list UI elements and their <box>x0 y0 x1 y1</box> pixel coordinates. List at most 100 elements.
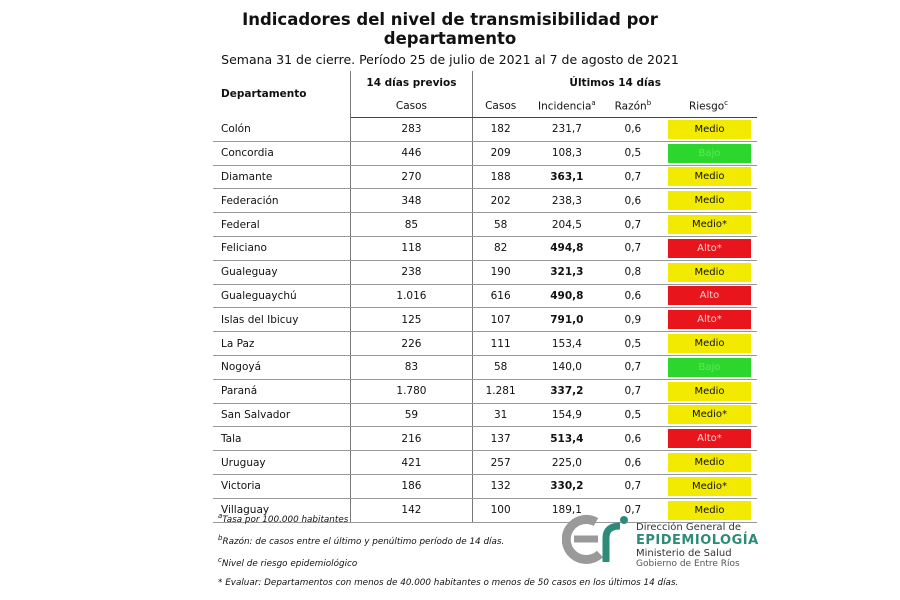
table-row: Islas del Ibicuy 125 107 791,0 0,9 Alto* <box>213 307 757 333</box>
riesgo-cell: Alto <box>659 284 757 309</box>
department-cell: Villaguay <box>213 498 351 523</box>
department-cell: Diamante <box>213 165 351 190</box>
casos-cell: 58 <box>472 212 528 237</box>
casos-cell: 188 <box>472 165 528 190</box>
razon-cell: 0,5 <box>605 141 660 166</box>
casos-cell: 182 <box>472 117 528 142</box>
incidencia-cell: 490,8 <box>527 284 606 309</box>
razon-cell: 0,7 <box>605 498 660 523</box>
footnote-a: aTasa por 100.000 habitantes <box>218 512 349 525</box>
casos-cell: 31 <box>472 403 528 428</box>
epidemiologia-logo: Dirección General de EPIDEMIOLOGÍA Minis… <box>562 512 777 569</box>
department-cell: Paraná <box>213 379 351 404</box>
incidencia-cell: 363,1 <box>527 165 606 190</box>
table-row: San Salvador 59 31 154,9 0,5 Medio* <box>213 403 757 428</box>
table-row: Uruguay 421 257 225,0 0,6 Medio <box>213 450 757 475</box>
casos-previos-cell: 59 <box>350 403 474 428</box>
casos-cell: 132 <box>472 474 528 499</box>
riesgo-cell: Medio <box>659 117 757 142</box>
risk-badge: Medio* <box>667 476 751 496</box>
riesgo-cell: Medio <box>659 260 757 285</box>
incidencia-cell: 154,9 <box>527 403 606 428</box>
department-cell: Islas del Ibicuy <box>213 307 351 333</box>
casos-cell: 100 <box>472 498 528 523</box>
risk-badge: Bajo <box>667 143 751 163</box>
casos-previos-cell: 283 <box>350 117 474 142</box>
table-row: Nogoyá 83 58 140,0 0,7 Bajo <box>213 355 757 380</box>
header-razon: Razónb <box>605 94 660 118</box>
razon-cell: 0,6 <box>605 117 660 142</box>
casos-previos-cell: 83 <box>350 355 474 380</box>
table-row: Villaguay 142 100 189,1 0,7 Medio <box>213 498 757 523</box>
riesgo-cell: Medio <box>659 450 757 475</box>
transmissibility-table: Departamento 14 días previos Últimos 14 … <box>213 71 757 523</box>
incidencia-cell: 225,0 <box>527 450 606 475</box>
department-cell: Victoria <box>213 474 351 499</box>
page-title: Indicadores del nivel de transmisibilida… <box>0 10 900 48</box>
table-row: Feliciano 118 82 494,8 0,7 Alto* <box>213 236 757 261</box>
risk-badge: Alto* <box>667 429 751 449</box>
casos-cell: 111 <box>472 331 528 356</box>
razon-cell: 0,7 <box>605 212 660 237</box>
casos-previos-cell: 118 <box>350 236 474 261</box>
page-subtitle: Semana 31 de cierre. Período 25 de julio… <box>221 52 679 67</box>
incidencia-cell: 231,7 <box>527 117 606 142</box>
header-departamento: Departamento <box>213 71 351 118</box>
table-row: Paraná 1.780 1.281 337,2 0,7 Medio <box>213 379 757 404</box>
department-cell: Uruguay <box>213 450 351 475</box>
risk-badge: Medio* <box>667 215 751 235</box>
razon-cell: 0,7 <box>605 165 660 190</box>
risk-badge: Bajo <box>667 357 751 377</box>
razon-cell: 0,6 <box>605 450 660 475</box>
table-row: Colón 283 182 231,7 0,6 Medio <box>213 117 757 142</box>
casos-cell: 58 <box>472 355 528 380</box>
department-cell: Colón <box>213 117 351 142</box>
casos-previos-cell: 186 <box>350 474 474 499</box>
incidencia-cell: 140,0 <box>527 355 606 380</box>
razon-cell: 0,5 <box>605 403 660 428</box>
logo-line-1: Dirección General de <box>636 522 742 533</box>
header-riesgo: Riesgoc <box>659 94 757 118</box>
casos-previos-cell: 226 <box>350 331 474 356</box>
risk-badge: Medio <box>667 381 751 401</box>
risk-badge: Medio <box>667 191 751 211</box>
risk-badge: Medio <box>667 262 751 282</box>
casos-cell: 209 <box>472 141 528 166</box>
incidencia-cell: 330,2 <box>527 474 606 499</box>
riesgo-cell: Alto* <box>659 307 757 333</box>
riesgo-cell: Medio* <box>659 474 757 499</box>
razon-cell: 0,7 <box>605 236 660 261</box>
footnote-b: bRazón: de casos entre el último y penúl… <box>218 534 505 547</box>
department-cell: Feliciano <box>213 236 351 261</box>
incidencia-cell: 337,2 <box>527 379 606 404</box>
razon-cell: 0,8 <box>605 260 660 285</box>
casos-cell: 257 <box>472 450 528 475</box>
casos-cell: 616 <box>472 284 528 309</box>
header-14-dias-previos: 14 días previos <box>350 71 474 94</box>
razon-cell: 0,6 <box>605 426 660 452</box>
table-row: Federal 85 58 204,5 0,7 Medio* <box>213 212 757 237</box>
riesgo-cell: Medio* <box>659 212 757 237</box>
incidencia-cell: 321,3 <box>527 260 606 285</box>
logo-line-4: Gobierno de Entre Ríos <box>636 559 740 569</box>
table-row: Tala 216 137 513,4 0,6 Alto* <box>213 426 757 452</box>
department-cell: San Salvador <box>213 403 351 428</box>
incidencia-cell: 153,4 <box>527 331 606 356</box>
incidencia-cell: 204,5 <box>527 212 606 237</box>
incidencia-cell: 238,3 <box>527 188 606 214</box>
risk-badge: Alto* <box>667 238 751 258</box>
title-line-1: Indicadores del nivel de transmisibilida… <box>242 10 658 29</box>
risk-badge: Medio <box>667 119 751 139</box>
risk-badge: Medio* <box>667 405 751 425</box>
department-cell: Gualeguay <box>213 260 351 285</box>
er-logo-icon <box>562 514 628 564</box>
header-casos: Casos <box>472 94 528 118</box>
table-row: Gualeguay 238 190 321,3 0,8 Medio <box>213 260 757 285</box>
casos-previos-cell: 421 <box>350 450 474 475</box>
casos-cell: 1.281 <box>472 379 528 404</box>
risk-badge: Alto* <box>667 310 751 330</box>
razon-cell: 0,5 <box>605 331 660 356</box>
department-cell: Tala <box>213 426 351 452</box>
risk-badge: Medio <box>667 453 751 473</box>
risk-badge: Alto <box>667 286 751 306</box>
